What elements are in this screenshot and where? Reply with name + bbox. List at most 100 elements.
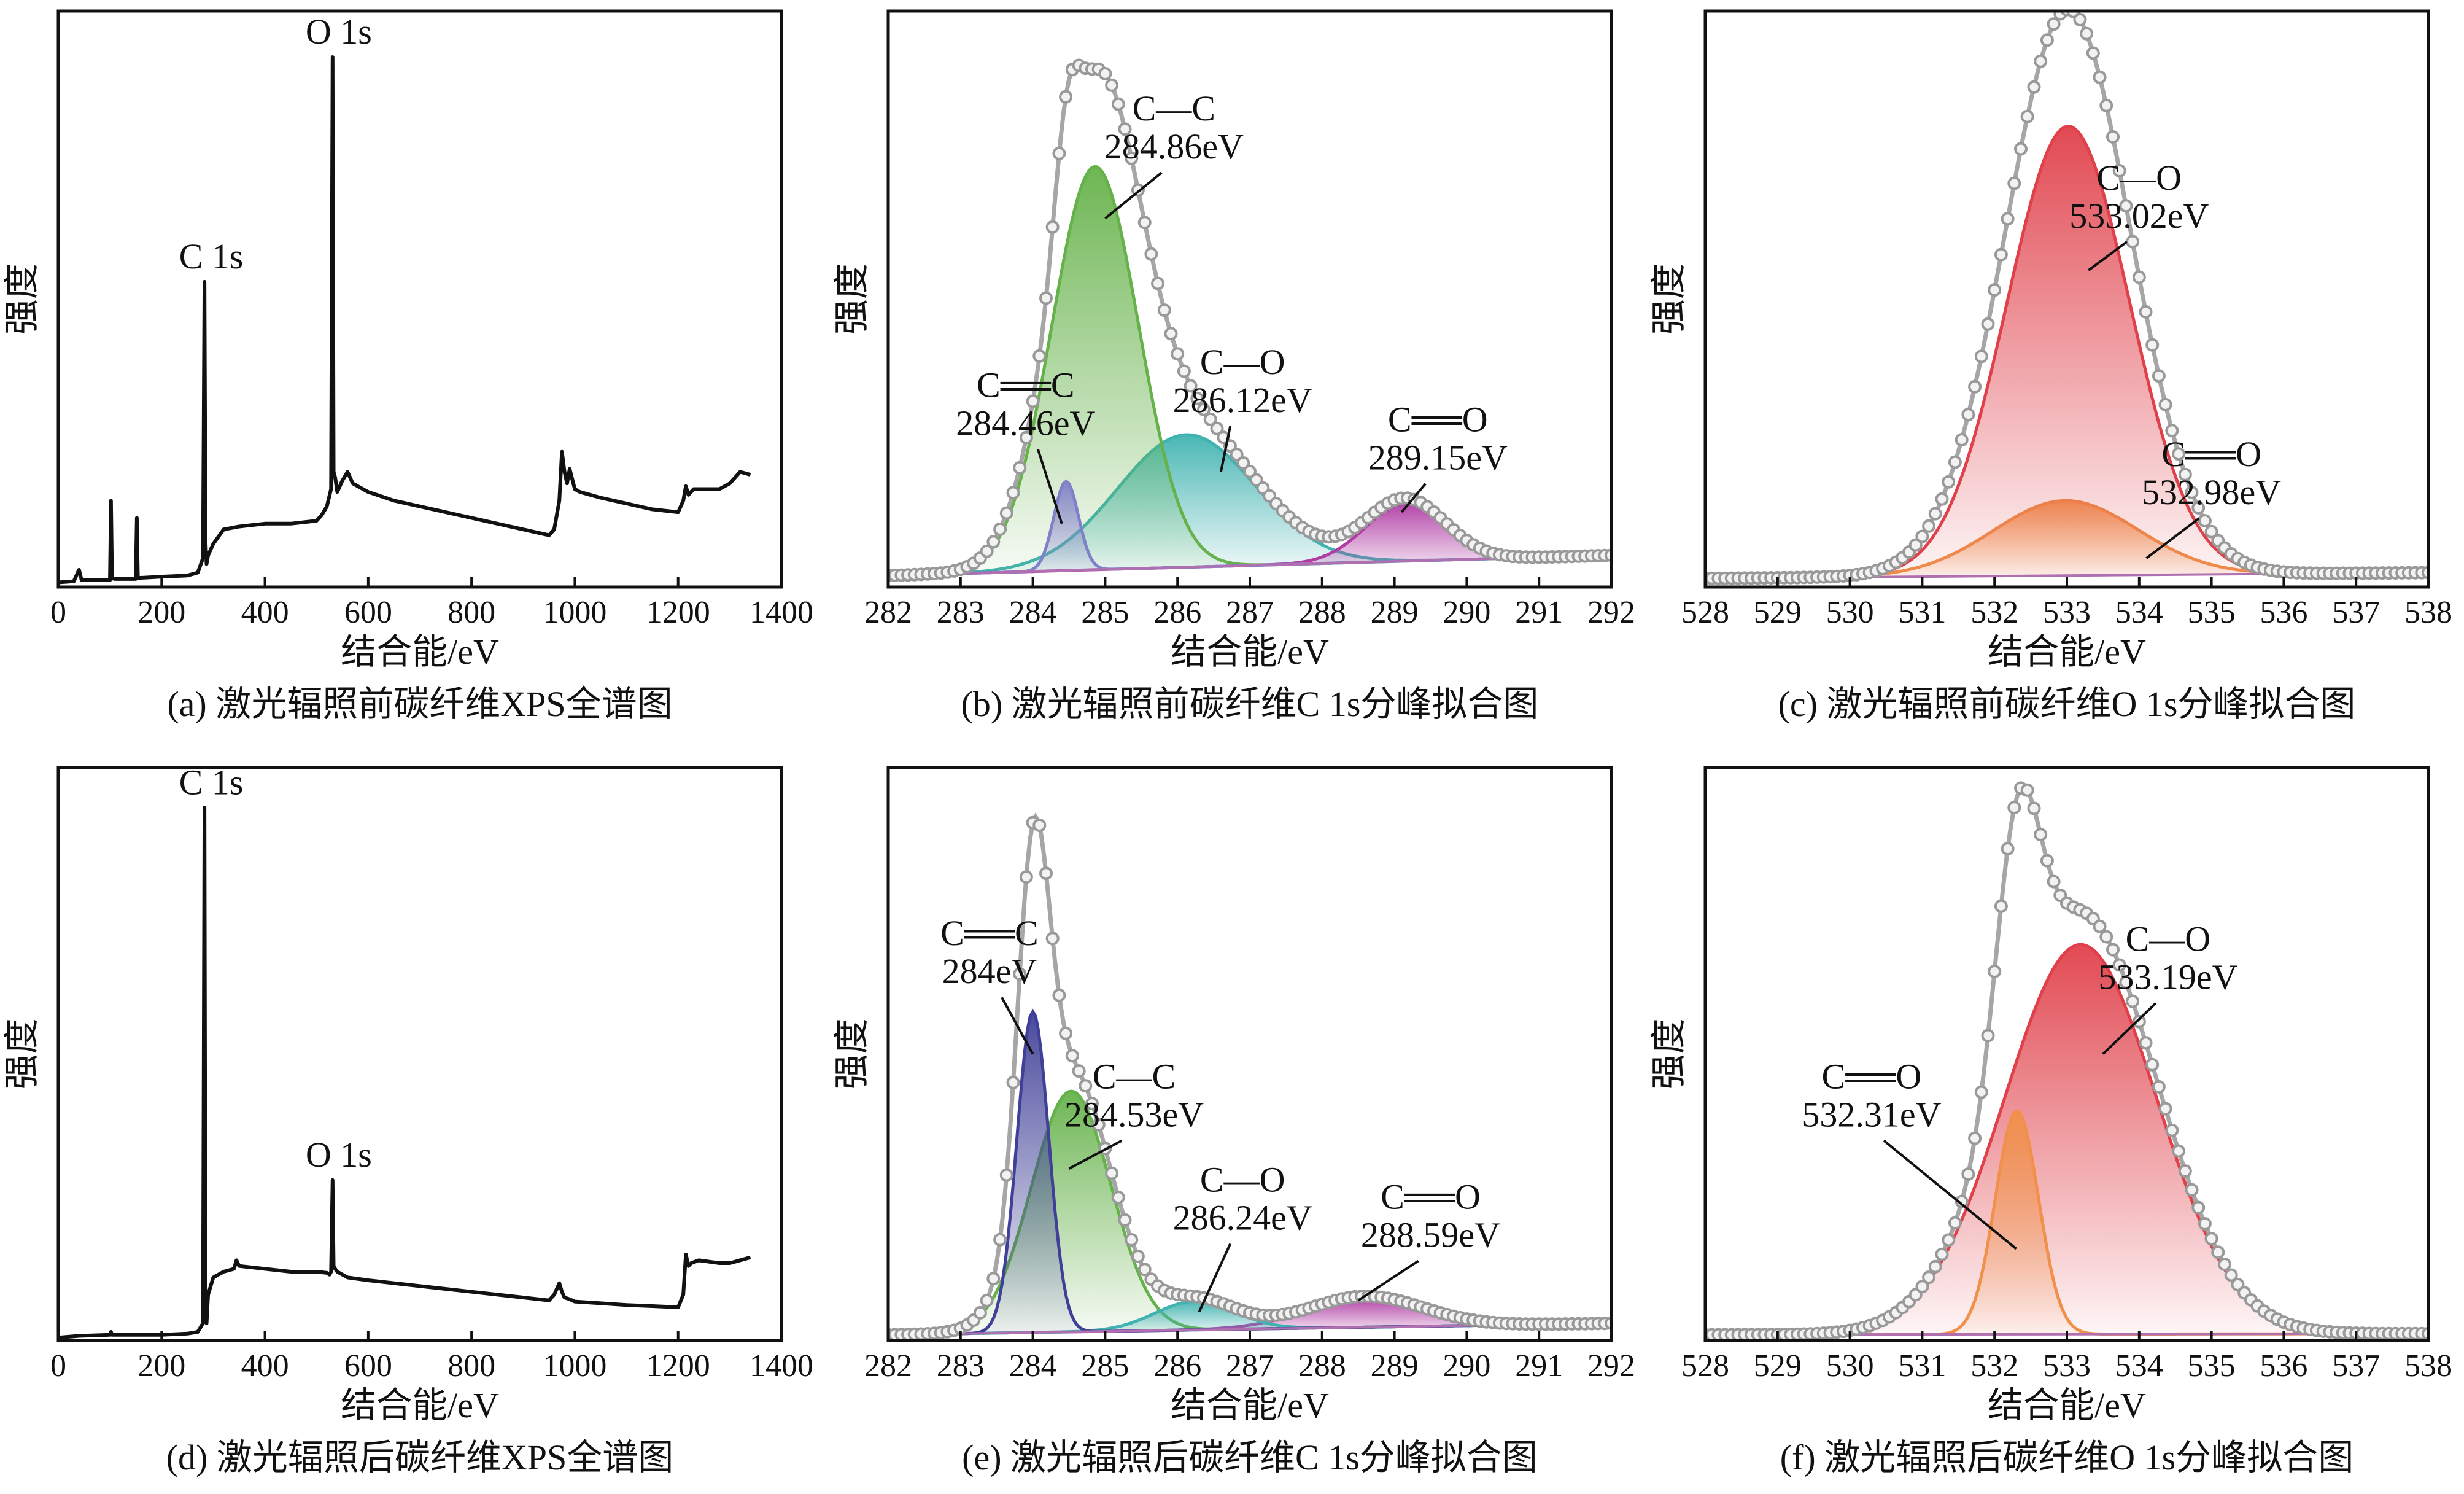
x-tick-label: 529 <box>1754 595 1802 630</box>
data-point <box>980 1293 994 1307</box>
peak-label-energy: 284.53eV <box>1064 1094 1204 1134</box>
data-point <box>1039 291 1053 305</box>
data-point <box>2126 994 2140 1008</box>
data-point <box>2165 424 2179 438</box>
x-tick-label: 0 <box>50 1348 66 1383</box>
data-point <box>980 544 994 558</box>
data-point <box>1125 151 1139 165</box>
data-point <box>1013 461 1027 475</box>
peak-label-energy: 288.59eV <box>1361 1215 1500 1255</box>
data-point <box>2014 142 2028 156</box>
plot-area <box>1705 781 2428 1340</box>
data-point <box>2224 1268 2238 1282</box>
data-point <box>2139 305 2153 319</box>
data-point <box>1948 1216 1962 1230</box>
data-point <box>1026 394 1040 408</box>
data-point <box>2119 975 2133 989</box>
data-point <box>1935 492 1949 506</box>
peak-label-energy: 289.15eV <box>1368 438 1508 478</box>
x-axis-label: 结合能/eV <box>1988 1385 2146 1425</box>
data-point <box>2185 1183 2199 1197</box>
data-point <box>1955 433 1969 447</box>
data-point <box>2001 212 2015 226</box>
data-point <box>1125 1233 1139 1247</box>
leader-line <box>1219 426 1232 472</box>
data-point <box>1013 967 1027 981</box>
x-axis-label: 结合能/eV <box>1988 632 2146 672</box>
leader-line <box>1400 483 1427 513</box>
data-point <box>1988 283 2002 297</box>
x-tick-label: 285 <box>1081 1348 1129 1383</box>
data-point <box>1190 391 1204 405</box>
data-point <box>1974 349 1988 364</box>
data-point <box>2172 1144 2186 1158</box>
peak-label-bond: C—C <box>1133 88 1215 128</box>
data-point <box>2080 26 2094 41</box>
data-point <box>2027 801 2041 815</box>
x-tick-label: 534 <box>2115 595 2163 630</box>
data-point <box>1981 317 1995 331</box>
x-tick-label: 287 <box>1226 595 1274 630</box>
plot-area <box>1705 11 2428 585</box>
data-point <box>2040 33 2054 47</box>
data-point <box>2152 369 2166 383</box>
x-tick-label: 537 <box>2332 1348 2380 1383</box>
leader-line <box>1068 1139 1123 1170</box>
x-tick-label: 284 <box>1009 1348 1057 1383</box>
x-tick-label: 530 <box>1826 1348 1874 1383</box>
axis-frame <box>56 766 783 1342</box>
x-tick-label: 289 <box>1371 595 1419 630</box>
x-tick-label: 283 <box>937 595 985 630</box>
x-tick-label: 600 <box>344 1348 392 1383</box>
data-point <box>2093 919 2107 933</box>
data-point <box>1032 349 1047 363</box>
x-tick-label: 531 <box>1898 1348 1946 1383</box>
x-tick-label: 1000 <box>543 595 606 630</box>
y-axis-label: 强度 <box>832 1018 872 1089</box>
data-point <box>1032 818 1047 832</box>
data-point <box>1039 866 1053 881</box>
data-point <box>2112 164 2126 177</box>
data-point <box>2106 130 2120 144</box>
data-point <box>2132 270 2146 284</box>
x-tick-label: 200 <box>138 595 185 630</box>
x-tick-label: 284 <box>1009 595 1057 630</box>
fit-peak-area-c-o <box>1705 944 2428 1335</box>
data-point <box>1151 276 1165 290</box>
x-tick-label: 600 <box>344 595 392 630</box>
data-point <box>1915 529 1929 543</box>
data-point <box>999 1168 1013 1182</box>
data-point <box>1052 146 1066 160</box>
data-point <box>2073 13 2087 26</box>
data-point <box>1197 402 1211 416</box>
figure-caption: (f) 激光辐照后碳纤维O 1s分峰拟合图 <box>1780 1438 2354 1477</box>
peak-label-bond: C══C <box>977 365 1075 405</box>
data-point <box>2185 485 2199 499</box>
x-tick-label: 535 <box>2188 595 2236 630</box>
x-tick-label: 800 <box>447 595 495 630</box>
data-point <box>1052 988 1066 1002</box>
x-tick-label: 283 <box>937 1348 985 1383</box>
data-point <box>1065 1049 1079 1063</box>
data-point <box>2106 943 2120 957</box>
data-point <box>2007 801 2021 815</box>
data-point <box>1948 455 1962 469</box>
data-point <box>2040 854 2054 868</box>
x-tick-label: 290 <box>1443 595 1490 630</box>
x-axis-label: 结合能/eV <box>1171 1385 1329 1425</box>
data-point <box>1942 1233 1956 1247</box>
data-point <box>2099 930 2113 944</box>
data-point <box>1131 1250 1145 1263</box>
x-tick-label: 800 <box>447 1348 495 1383</box>
x-tick-label: 536 <box>2260 1348 2307 1383</box>
data-point <box>1961 1167 1975 1181</box>
figure-caption: (a) 激光辐照前碳纤维XPS全谱图 <box>167 684 672 724</box>
peak-label: C 1s <box>179 236 244 276</box>
peak-label-energy: 533.19eV <box>2098 957 2237 997</box>
x-tick-label: 533 <box>2043 595 2091 630</box>
data-point <box>1981 1029 1995 1043</box>
data-point <box>2020 783 2034 797</box>
x-tick-label: 531 <box>1898 595 1946 630</box>
peak-label: O 1s <box>306 1135 372 1175</box>
